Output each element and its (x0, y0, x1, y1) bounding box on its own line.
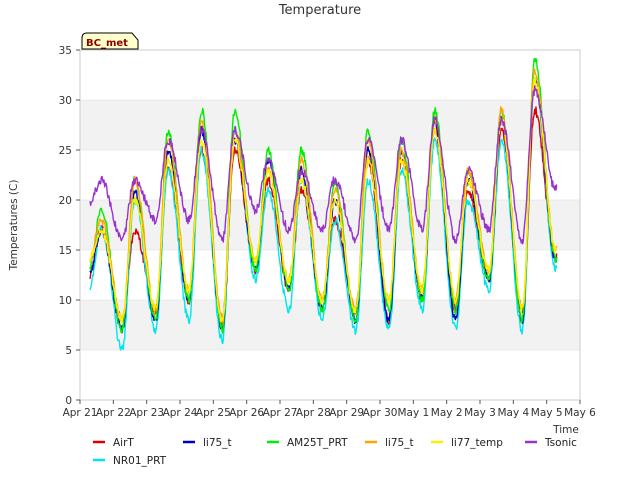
y-tick-label: 35 (59, 45, 72, 57)
x-tick-label: Apr 29 (329, 407, 364, 419)
x-tick-label: May 4 (497, 407, 529, 419)
x-tick-label: Apr 21 (63, 407, 98, 419)
site-badge-box (81, 32, 139, 50)
y-axis-title: Temperatures (C) (8, 180, 20, 272)
x-tick-label: Apr 30 (363, 407, 398, 419)
y-tick-label: 15 (59, 245, 72, 257)
x-tick-label: Apr 23 (129, 407, 164, 419)
y-tick-label: 5 (65, 345, 72, 357)
plot-band (80, 300, 580, 350)
series-line-tsonic-6 (89, 85, 558, 245)
x-tick-label: Apr 28 (296, 407, 331, 419)
x-tick-label: May 5 (531, 407, 563, 419)
y-axis-ticks: 0 5 10 15 20 25 30 35 (59, 45, 80, 407)
legend-label: li75_t (385, 437, 414, 449)
legend-item-li75-t: li75_t (183, 437, 232, 449)
chart-title: Temperature (278, 3, 361, 18)
plot-frame (79, 49, 581, 401)
x-tick-label: May 2 (431, 407, 463, 419)
x-tick-label: Apr 22 (96, 407, 131, 419)
legend: AirT li75_t AM25T_PRT li75_t li77_temp Tsonic… (93, 437, 577, 467)
x-axis-title: Time (552, 424, 579, 436)
legend-item-am25t-prt: AM25T_PRT (267, 437, 348, 449)
y-tick-label: 30 (59, 95, 72, 107)
x-tick-label: Apr 26 (229, 407, 264, 419)
series-line-nr01-prt-1 (89, 77, 558, 351)
x-tick-label: May 6 (564, 407, 596, 419)
x-tick-label: Apr 27 (263, 407, 298, 419)
legend-label: AirT (113, 437, 134, 449)
legend-item-nr01-prt: NR01_PRT (93, 455, 167, 467)
x-tick-label: Apr 25 (196, 407, 231, 419)
y-tick-label: 0 (65, 395, 72, 407)
site-badge: BC_met (81, 32, 139, 50)
legend-label: Tsonic (544, 437, 577, 449)
y-tick-label: 10 (59, 295, 72, 307)
legend-label: li75_t (203, 437, 232, 449)
series-layer (89, 57, 558, 351)
x-tick-label: May 1 (397, 407, 429, 419)
legend-item-tsonic: Tsonic (525, 437, 577, 449)
site-badge-label: BC_met (86, 38, 128, 49)
legend-label: NR01_PRT (113, 455, 167, 467)
plot-band (80, 100, 580, 150)
x-tick-label: Apr 24 (163, 407, 198, 419)
legend-item-airt: AirT (93, 437, 134, 449)
y-tick-label: 20 (59, 195, 72, 207)
x-tick-label: May 3 (464, 407, 496, 419)
legend-label: li77_temp (451, 437, 503, 449)
y-tick-label: 25 (59, 145, 72, 157)
legend-item-li75-t: li75_t (365, 437, 414, 449)
series-line-li77-temp-5 (89, 77, 558, 325)
legend-label: AM25T_PRT (287, 437, 348, 449)
legend-item-li77-temp: li77_temp (431, 437, 503, 449)
